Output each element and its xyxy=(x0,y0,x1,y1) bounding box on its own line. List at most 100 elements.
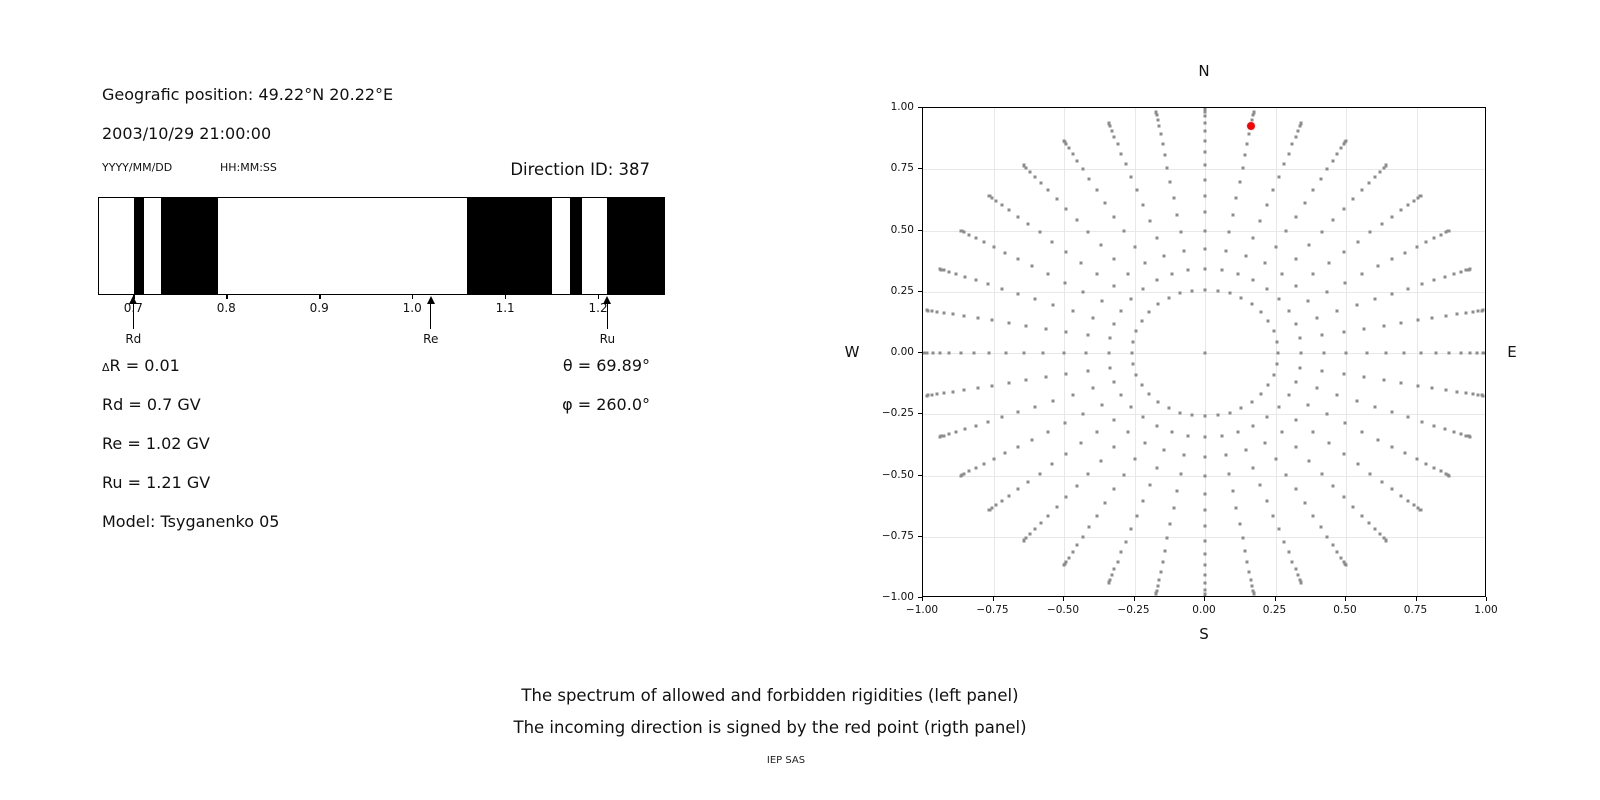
direction-grid-dot xyxy=(1062,351,1066,355)
direction-grid-dot xyxy=(1298,366,1302,370)
direction-grid-dot xyxy=(1039,521,1043,525)
direction-grid-dot xyxy=(1024,378,1028,382)
direction-grid-dot xyxy=(1245,142,1249,146)
direction-grid-dot xyxy=(1464,268,1468,272)
direction-grid-dot xyxy=(1203,121,1207,125)
direction-grid-dot xyxy=(935,392,939,396)
phi-text: φ = 260.0° xyxy=(562,395,650,414)
direction-grid-dot xyxy=(1294,487,1298,491)
rd-text: Rd = 0.7 GV xyxy=(102,395,201,414)
direction-grid-dot xyxy=(1245,560,1249,564)
allowed-rigidity-segment xyxy=(134,198,145,294)
direction-grid-dot xyxy=(1444,472,1447,476)
direction-grid-dot xyxy=(1481,308,1485,312)
direction-grid-dot xyxy=(1016,292,1020,296)
direction-grid-dot xyxy=(1064,495,1068,499)
direction-grid-dot xyxy=(1380,222,1384,226)
direction-grid-dot xyxy=(1141,287,1145,291)
direction-grid-dot xyxy=(1384,351,1388,355)
direction-grid-dot xyxy=(1342,142,1346,146)
direction-grid-dot xyxy=(1416,384,1420,388)
direction-grid-dot xyxy=(1157,124,1161,128)
direction-grid-dot xyxy=(1204,597,1207,598)
direction-grid-dot xyxy=(1131,362,1135,366)
direction-grid-dot xyxy=(1299,351,1303,355)
gridline-vertical xyxy=(1134,108,1136,596)
direction-grid-dot xyxy=(1203,229,1207,232)
direction-grid-dot xyxy=(1124,162,1128,166)
direction-grid-dot xyxy=(1110,129,1114,133)
direction-grid-dot xyxy=(1434,351,1438,355)
direction-grid-dot xyxy=(1203,114,1207,118)
direction-grid-dot xyxy=(1447,351,1451,355)
direction-x-tick xyxy=(1345,597,1347,601)
direction-grid-dot xyxy=(994,503,998,507)
direction-grid-dot xyxy=(1265,499,1269,503)
direction-grid-dot xyxy=(1430,316,1434,320)
direction-grid-dot xyxy=(1112,284,1116,288)
direction-grid-dot xyxy=(1432,424,1436,428)
direction-grid-dot xyxy=(1272,373,1276,377)
direction-grid-dot xyxy=(1355,303,1359,307)
direction-grid-dot xyxy=(1382,378,1385,382)
direction-grid-dot xyxy=(1203,455,1207,459)
direction-grid-dot xyxy=(1203,563,1207,567)
direction-grid-dot xyxy=(1320,472,1323,476)
direction-grid-dot xyxy=(1277,527,1281,531)
direction-grid-dot xyxy=(1259,392,1263,396)
direction-grid-dot xyxy=(1331,543,1335,547)
gridline-horizontal xyxy=(923,291,1485,293)
direction-grid-dot xyxy=(1241,536,1244,540)
direction-grid-dot xyxy=(976,316,979,320)
direction-grid-dot xyxy=(1179,472,1182,476)
direction-grid-dot xyxy=(1311,430,1315,434)
direction-x-tick xyxy=(922,597,924,601)
direction-grid-dot xyxy=(1420,420,1424,424)
compass-east-label: E xyxy=(1507,343,1517,361)
direction-grid-dot xyxy=(1390,445,1394,449)
direction-grid-center-dot xyxy=(1203,351,1207,355)
direction-grid-dot xyxy=(1051,399,1055,403)
gridline-horizontal xyxy=(923,169,1485,171)
direction-grid-dot xyxy=(1299,121,1303,125)
direction-x-tick-label: −0.50 xyxy=(1046,604,1080,616)
direction-grid-dot xyxy=(1419,194,1423,198)
direction-grid-dot xyxy=(1277,405,1281,409)
direction-grid-dot xyxy=(1284,473,1288,477)
direction-grid-dot xyxy=(1360,430,1364,434)
direction-grid-dot xyxy=(1294,445,1298,449)
direction-grid-dot xyxy=(1376,264,1380,268)
direction-grid-dot xyxy=(1315,316,1319,320)
direction-grid-dot xyxy=(1390,257,1394,261)
direction-grid-dot xyxy=(1265,203,1269,207)
direction-grid-dot xyxy=(942,268,946,272)
marker-arrow-head-re xyxy=(426,296,435,304)
direction-grid-dot xyxy=(1203,552,1207,556)
direction-grid-dot xyxy=(1367,181,1371,185)
direction-grid-dot xyxy=(1342,560,1346,564)
direction-grid-dot xyxy=(1028,532,1032,536)
direction-grid-dot xyxy=(1224,249,1228,253)
direction-grid-dot xyxy=(1455,312,1459,316)
marker-label-ru: Ru xyxy=(599,332,616,346)
direction-grid-dot xyxy=(1415,245,1418,249)
direction-grid-dot xyxy=(1154,110,1158,114)
caption-line-2: The incoming direction is signed by the … xyxy=(513,718,1027,737)
direction-grid-dot xyxy=(1007,321,1011,325)
direction-grid-dot xyxy=(1228,291,1232,295)
direction-grid-dot xyxy=(1294,418,1298,422)
direction-grid-dot xyxy=(1112,445,1116,449)
direction-grid-dot xyxy=(1355,399,1359,403)
direction-grid-dot xyxy=(1464,434,1468,438)
direction-grid-dot xyxy=(1252,110,1256,114)
credit-text: IEP SAS xyxy=(766,755,806,766)
direction-grid-dot xyxy=(1303,501,1307,505)
direction-grid-dot xyxy=(1175,213,1179,217)
direction-grid-dot xyxy=(1227,472,1231,476)
rigidity-spectrum-bar xyxy=(98,197,665,295)
direction-grid-dot xyxy=(1026,222,1030,226)
direction-grid-dot xyxy=(1140,319,1144,323)
direction-grid-dot xyxy=(1148,219,1152,223)
direction-grid-dot xyxy=(1203,474,1207,477)
